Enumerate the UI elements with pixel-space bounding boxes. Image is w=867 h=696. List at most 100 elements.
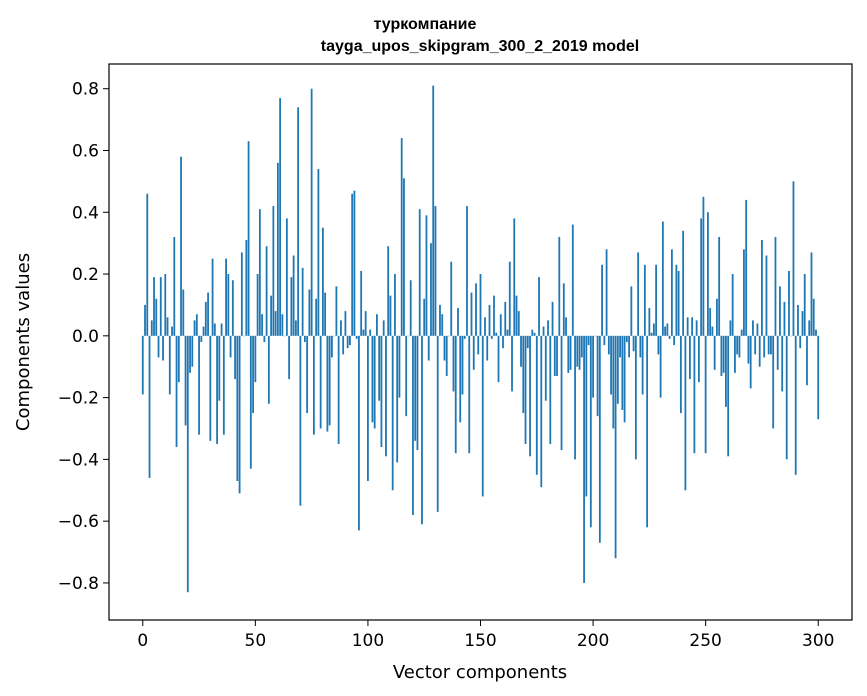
bar-55 — [265, 246, 268, 336]
bar-132 — [439, 304, 441, 336]
bar-173 — [531, 329, 534, 336]
bar-188 — [565, 317, 567, 336]
bar-122 — [416, 335, 419, 451]
bar-15 — [175, 335, 178, 448]
bar-270 — [749, 335, 752, 389]
bar-141 — [459, 335, 462, 423]
bar-107 — [382, 320, 385, 336]
bar-246 — [695, 320, 698, 336]
bar-221 — [639, 335, 642, 358]
bar-22 — [191, 335, 194, 367]
bar-226 — [650, 332, 653, 336]
bar-47 — [247, 141, 250, 336]
bar-73 — [306, 335, 309, 414]
bar-231 — [661, 221, 664, 336]
bar-81 — [324, 292, 327, 336]
bar-220 — [637, 252, 640, 336]
bar-205 — [603, 335, 606, 346]
bar-290 — [794, 335, 797, 475]
chart-title-line-1: туркомпание — [374, 16, 477, 33]
bar-44 — [240, 252, 243, 336]
bar-59 — [274, 311, 277, 336]
bar-175 — [535, 335, 538, 475]
y-tick-label: 0.2 — [72, 265, 99, 285]
bar-26 — [200, 335, 203, 342]
bar-78 — [317, 169, 320, 336]
bar-31 — [211, 258, 214, 336]
bar-186 — [560, 335, 563, 451]
bar-281 — [774, 236, 777, 336]
bar-16 — [177, 335, 180, 383]
bar-82 — [326, 335, 329, 432]
bar-72 — [303, 335, 306, 342]
x-tick-label: 200 — [577, 631, 609, 651]
bar-215 — [625, 335, 628, 342]
bar-24 — [195, 314, 198, 336]
bar-125 — [423, 298, 426, 336]
bar-52 — [258, 209, 261, 336]
bar-161 — [504, 301, 507, 336]
bar-138 — [452, 335, 455, 392]
bar-3 — [148, 335, 151, 478]
bar-48 — [249, 335, 252, 469]
bar-229 — [657, 335, 660, 355]
bar-131 — [436, 335, 439, 512]
bar-213 — [621, 335, 624, 410]
bar-103 — [373, 335, 376, 429]
bar-91 — [346, 335, 349, 349]
bar-256 — [718, 236, 721, 336]
bar-67 — [292, 255, 295, 336]
bar-265 — [738, 335, 741, 358]
bar-30 — [209, 335, 212, 441]
bar-21 — [189, 335, 191, 373]
bar-11 — [166, 317, 169, 336]
bar-247 — [698, 335, 700, 383]
bar-129 — [432, 85, 435, 336]
bar-60 — [276, 162, 279, 336]
bar-267 — [743, 249, 745, 336]
bar-192 — [574, 335, 576, 460]
bar-79 — [319, 335, 322, 429]
bar-174 — [533, 332, 536, 336]
bar-20 — [186, 335, 189, 593]
bar-series — [141, 85, 820, 593]
bar-35 — [220, 323, 223, 336]
bar-2 — [146, 193, 149, 336]
bar-152 — [484, 317, 486, 336]
bar-208 — [610, 335, 612, 395]
bar-71 — [301, 267, 304, 336]
x-axis-ticks: 0 50 100 150 200 250 300 — [137, 620, 834, 651]
bar-280 — [772, 335, 775, 429]
bar-104 — [376, 314, 378, 336]
bar-151 — [481, 335, 484, 497]
bar-105 — [378, 335, 381, 401]
bar-143 — [463, 335, 466, 339]
bar-260 — [727, 335, 730, 457]
bar-148 — [475, 283, 477, 336]
bar-222 — [641, 335, 644, 395]
bar-41 — [234, 335, 236, 380]
bar-95 — [355, 335, 358, 339]
bar-214 — [623, 335, 626, 423]
bar-57 — [270, 295, 273, 336]
bar-216 — [628, 335, 630, 358]
bar-263 — [734, 335, 736, 373]
bar-90 — [344, 311, 347, 336]
bar-212 — [619, 335, 621, 358]
bar-46 — [245, 240, 248, 336]
bar-111 — [391, 335, 394, 491]
bar-276 — [763, 335, 766, 358]
bar-237 — [675, 264, 678, 336]
bar-62 — [281, 314, 284, 336]
bar-294 — [803, 274, 806, 336]
x-tick-label: 0 — [137, 631, 148, 651]
bar-32 — [213, 323, 216, 336]
bar-283 — [779, 286, 781, 336]
bar-88 — [340, 320, 342, 336]
bar-204 — [601, 264, 603, 336]
bar-264 — [736, 335, 739, 355]
chart-title: туркомпание tayga_upos_skipgram_300_2_20… — [321, 16, 639, 55]
bar-128 — [430, 243, 432, 336]
bar-5 — [153, 277, 155, 336]
bar-202 — [596, 335, 599, 417]
